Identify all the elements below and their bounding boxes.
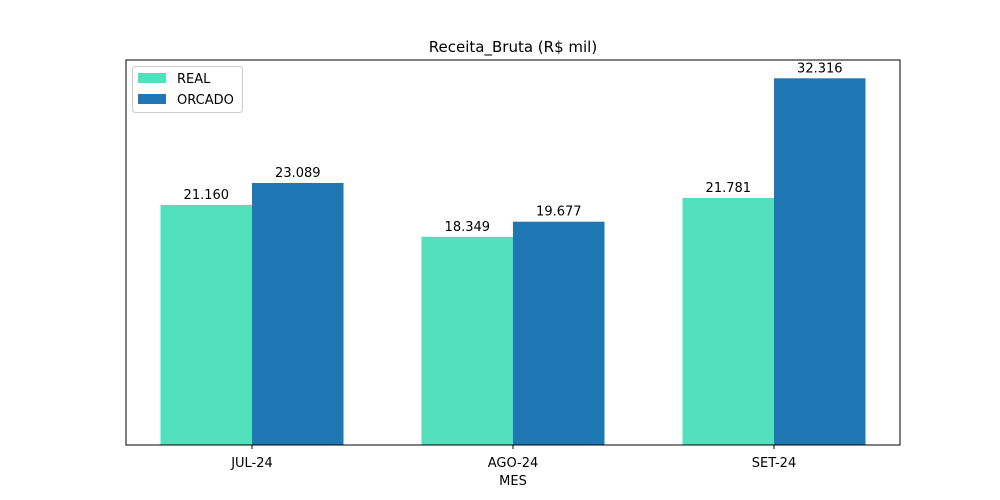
legend-swatch-real	[138, 73, 166, 83]
x-axis-ticks: JUL-24 AGO-24 SET-24	[230, 445, 796, 471]
x-tick-label-jul-24: JUL-24	[230, 456, 273, 471]
legend-swatch-orcado	[138, 94, 166, 104]
bar-label-orcado-jul-24: 23.089	[275, 166, 321, 181]
x-tick-label-ago-24: AGO-24	[488, 456, 539, 471]
bar-real-set-24	[682, 197, 774, 445]
bar-labels-group: 21.160 23.089 18.349 19.677 21.781 32.316	[184, 61, 843, 235]
x-axis-label: MES	[499, 474, 527, 489]
bar-real-ago-24	[421, 236, 513, 445]
x-tick-label-set-24: SET-24	[752, 456, 796, 471]
bar-label-real-ago-24: 18.349	[445, 220, 491, 235]
bar-label-orcado-set-24: 32.316	[797, 61, 843, 76]
bar-real-jul-24	[160, 204, 252, 445]
bar-orcado-set-24	[774, 78, 866, 446]
bar-orcado-ago-24	[513, 221, 605, 445]
chart-title: Receita_Bruta (R$ mil)	[429, 38, 597, 57]
bar-label-real-set-24: 21.781	[706, 181, 752, 196]
bar-orcado-jul-24	[252, 183, 344, 445]
bar-label-real-jul-24: 21.160	[184, 188, 230, 203]
legend: REAL ORCADO	[132, 66, 243, 113]
legend-label-real: REAL	[177, 72, 211, 87]
bar-label-orcado-ago-24: 19.677	[536, 205, 582, 220]
legend-label-orcado: ORCADO	[177, 93, 234, 108]
bars-group	[160, 78, 866, 446]
